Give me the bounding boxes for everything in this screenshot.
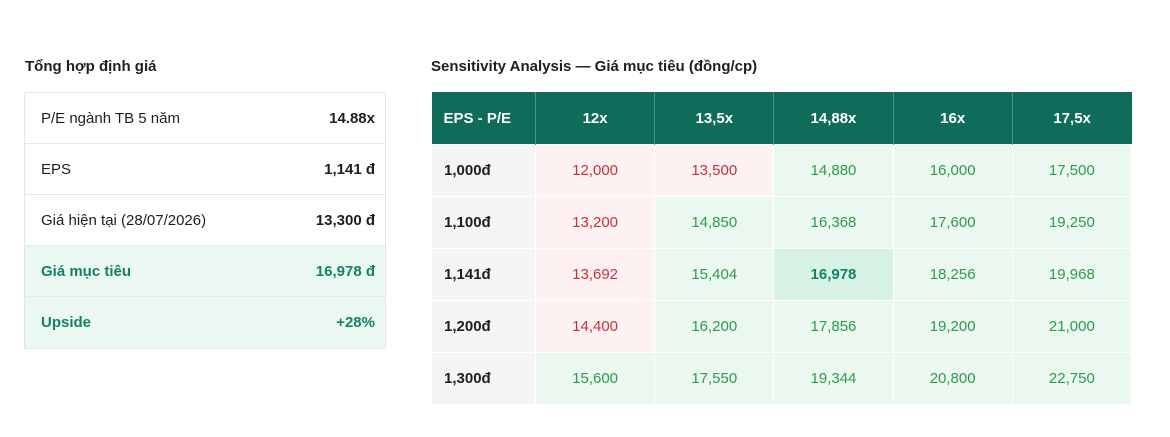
table-row: 1,300đ 15,600 17,550 19,344 20,800 22,75… [431,352,1133,405]
summary-title: Tổng hợp định giá [25,58,157,75]
sensitivity-title: Sensitivity Analysis — Giá mục tiêu (đồn… [431,58,758,75]
summary-label: EPS [41,160,72,178]
table-cell: 15,404 [654,248,775,301]
table-cell: 17,856 [773,300,894,353]
table-cell: 14,400 [534,300,656,353]
table-cell: 17,550 [654,352,775,405]
table-cell: 17,600 [892,196,1013,249]
valuation-summary-card: P/E ngành TB 5 năm 14.88x EPS 1,141 đ Gi… [24,92,386,349]
column-header: 12x [535,92,656,145]
summary-value: +28% [336,314,375,331]
summary-label: P/E ngành TB 5 năm [41,109,180,127]
table-cell: 19,250 [1011,196,1133,249]
column-header: 16x [893,92,1013,145]
table-cell: 20,800 [892,352,1013,405]
summary-value: 14.88x [329,109,375,127]
table-cell: 19,200 [892,300,1013,353]
summary-row-upside: Upside +28% [25,297,385,348]
table-row: 1,200đ 14,400 16,200 17,856 19,200 21,00… [431,300,1133,353]
table-cell: 21,000 [1011,300,1133,353]
table-cell: 12,000 [534,144,656,197]
table-cell: 22,750 [1011,352,1133,405]
summary-row-pe: P/E ngành TB 5 năm 14.88x [25,93,385,144]
eps-row-label: 1,100đ [431,196,536,249]
summary-row-current-price: Giá hiện tại (28/07/2026) 13,300 đ [25,195,385,246]
column-header: 13,5x [654,92,775,145]
table-cell: 16,200 [654,300,775,353]
table-cell: 13,200 [534,196,656,249]
table-cell: 16,368 [773,196,894,249]
summary-label: Upside [41,314,92,331]
eps-row-label: 1,141đ [431,248,536,301]
column-header: 14,88x [773,92,894,145]
summary-label: Giá hiện tại (28/07/2026) [41,211,207,229]
summary-value: 16,978 đ [315,262,375,280]
table-cell: 17,500 [1011,144,1133,197]
table-row: 1,100đ 13,200 14,850 16,368 17,600 19,25… [431,196,1133,249]
summary-value: 13,300 đ [315,211,375,229]
target-price-cell: 16,978 [773,248,894,301]
table-cell: 13,692 [534,248,656,301]
table-cell: 15,600 [534,352,656,405]
table-cell: 14,880 [773,144,894,197]
column-header: 17,5x [1012,92,1132,145]
table-cell: 19,344 [773,352,894,405]
table-cell: 18,256 [892,248,1013,301]
eps-row-label: 1,300đ [431,352,536,405]
table-row: 1,141đ 13,692 15,404 16,978 18,256 19,96… [431,248,1133,301]
corner-header: EPS - P/E [431,92,536,145]
eps-row-label: 1,200đ [431,300,536,353]
table-cell: 19,968 [1011,248,1133,301]
summary-row-eps: EPS 1,141 đ [25,144,385,195]
table-cell: 13,500 [654,144,775,197]
summary-row-target-price: Giá mục tiêu 16,978 đ [25,246,385,297]
summary-label: Giá mục tiêu [41,262,132,280]
sensitivity-table: EPS - P/E 12x 13,5x 14,88x 16x 17,5x 1,0… [431,92,1133,405]
table-cell: 14,850 [654,196,775,249]
summary-value: 1,141 đ [324,160,375,178]
table-cell: 16,000 [892,144,1013,197]
eps-row-label: 1,000đ [431,144,536,197]
table-row: 1,000đ 12,000 13,500 14,880 16,000 17,50… [431,144,1133,197]
sensitivity-header-row: EPS - P/E 12x 13,5x 14,88x 16x 17,5x [431,92,1132,145]
